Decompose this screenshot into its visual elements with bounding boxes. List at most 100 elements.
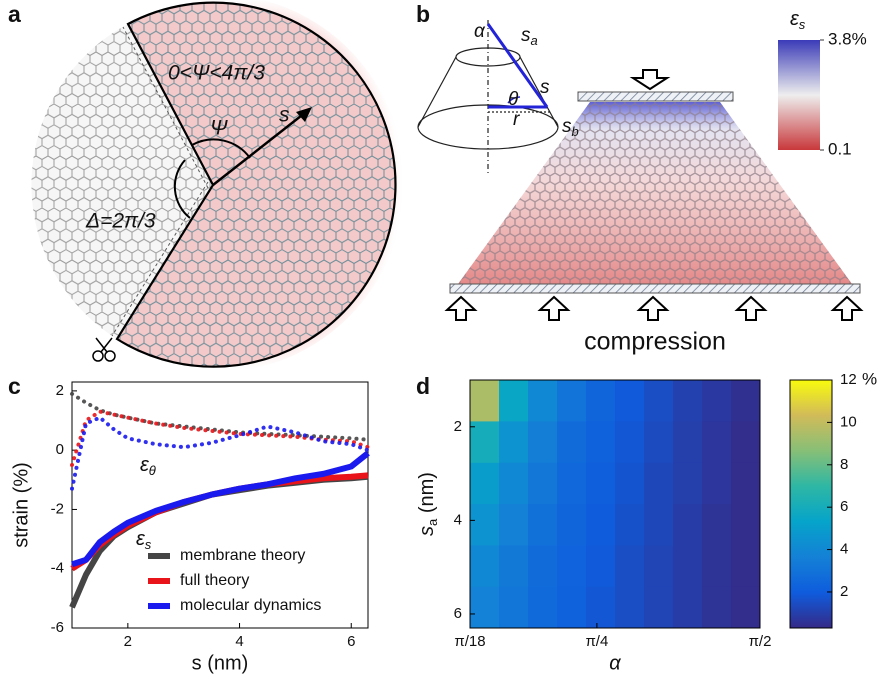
panel-label: b	[416, 1, 430, 27]
heat-cell	[615, 545, 645, 588]
legend-label: molecular dynamics	[180, 597, 321, 614]
y-tick-label: -4	[51, 560, 64, 577]
heat-cell	[586, 586, 616, 629]
cone-lattice	[458, 102, 852, 284]
heat-cell	[470, 504, 500, 546]
heat-cell	[557, 545, 587, 588]
colorbar-tick-label: 3.8%	[828, 29, 867, 48]
y-tick-label: 6	[454, 605, 462, 622]
heat-cell	[615, 462, 645, 505]
theta-line	[70, 409, 370, 467]
heat-cell	[644, 462, 674, 505]
heat-cell	[615, 586, 645, 629]
alpha-label: α	[474, 21, 486, 42]
heat-cell	[586, 421, 616, 464]
legend-label: membrane theory	[180, 547, 305, 564]
delta-label: Δ=2π/3	[85, 210, 156, 233]
y-tick-label: -2	[51, 500, 64, 517]
colorbar-tick-label: 4	[840, 541, 848, 558]
heat-cell	[731, 380, 761, 422]
y-axis-label: sa (nm)	[416, 472, 440, 536]
heat-cell	[528, 586, 558, 629]
heat-cell	[702, 462, 732, 505]
charts: 3.8% 0.1 2 4 6 -6 -4 -2 0 2 s (nm) strain (%) membra…	[10, 29, 877, 674]
legend-label: full theory	[180, 572, 249, 589]
cone-sheet	[115, 1, 397, 368]
heat-cell	[586, 380, 616, 422]
heat-cell	[702, 586, 732, 629]
heat-cell	[586, 545, 616, 588]
heat-cell	[644, 380, 674, 422]
r-label: r	[513, 109, 520, 130]
compress-arrows	[444, 295, 864, 321]
diagram-b: compression α sa s θ r sb εs	[417, 8, 864, 356]
top-plate	[577, 91, 734, 102]
colorbar-tick-label: 10	[840, 413, 857, 430]
heat-cell	[499, 380, 529, 422]
heat-cell	[470, 586, 500, 629]
x-tick-label: π/18	[454, 633, 485, 650]
heat-cell	[615, 421, 645, 464]
diagram-a: 0<Ψ<4π/3 Ψ s Δ=2π/3	[31, 0, 405, 373]
heat-cell	[615, 504, 645, 546]
colorbar-tick-label: 12	[840, 371, 857, 388]
heat-cell	[528, 380, 558, 422]
heat-cell	[672, 421, 703, 464]
colorbar-tick-label: 2	[840, 583, 848, 600]
y-tick-label: 2	[454, 418, 462, 435]
panel-label: a	[8, 1, 21, 27]
colorbar-title: εs	[790, 8, 806, 32]
heat-cell	[557, 380, 587, 422]
colorbar-tick-label: 8	[840, 456, 848, 473]
x-axis-label: α	[609, 652, 621, 674]
heat-cell	[557, 586, 587, 629]
y-tick-label: 4	[454, 511, 462, 528]
heat-cell	[499, 586, 529, 629]
x-tick-label: π/4	[585, 633, 608, 650]
y-axis-label: strain (%)	[10, 462, 32, 548]
theta-line	[70, 415, 370, 491]
x-tick-label: 4	[235, 633, 243, 650]
arrow-head	[296, 107, 312, 122]
sb-label: sb	[562, 116, 579, 139]
delta-arc	[173, 159, 191, 219]
heat-cell	[672, 545, 703, 588]
heat-cell	[586, 462, 616, 505]
heat-cell	[672, 586, 703, 629]
heat-cell	[586, 504, 616, 546]
y-tick-label: -6	[51, 619, 64, 636]
heat-cell	[672, 462, 703, 505]
heat-cell	[644, 504, 674, 546]
heat-cell	[470, 462, 500, 505]
heat-cell	[644, 421, 674, 464]
colorbar-tick-label: 0.1	[828, 139, 852, 158]
x-tick-label: 6	[347, 633, 355, 650]
heat-cell	[731, 504, 761, 546]
scissors-icon	[92, 337, 116, 362]
y-tick-label: 0	[56, 441, 64, 458]
heat-cell	[528, 545, 558, 588]
s-label: s	[279, 104, 290, 127]
heat-cell	[557, 421, 587, 464]
plot-frame	[71, 381, 369, 629]
heat-cell	[499, 545, 529, 588]
cut-line	[111, 181, 209, 337]
heat-cell	[528, 421, 558, 464]
heat-cell	[702, 545, 732, 588]
cone-vectors	[486, 23, 549, 109]
sa-label: sa	[521, 25, 538, 48]
cut-line	[122, 26, 209, 189]
heat-cell	[702, 421, 732, 464]
panel-label: d	[416, 373, 430, 399]
heat-cell	[557, 504, 587, 546]
heat-cell	[731, 586, 761, 629]
psi-arc	[191, 138, 251, 159]
heat-cell	[702, 380, 732, 422]
heat-cell	[470, 545, 500, 588]
heat-cell	[672, 504, 703, 546]
colorbar	[778, 40, 820, 150]
annotation: εθ	[140, 454, 156, 478]
heat-cell	[470, 380, 500, 422]
heat-cell	[499, 504, 529, 546]
